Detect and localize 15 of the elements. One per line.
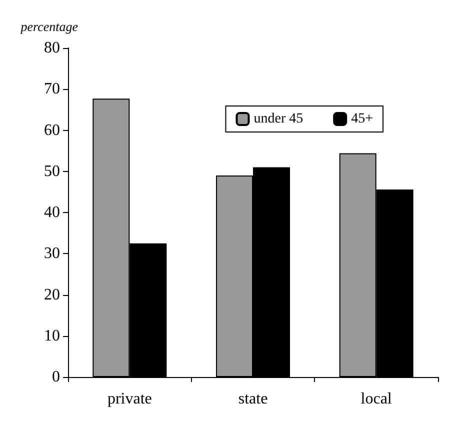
y-tick-label: 20	[44, 286, 60, 304]
x-tick-label: local	[360, 390, 392, 408]
x-tick-label: private	[107, 390, 152, 408]
legend-label: 45+	[351, 112, 374, 126]
y-tick-label: 40	[44, 204, 60, 221]
x-tick-label: state	[238, 390, 268, 408]
y-tick-label: 0	[52, 368, 60, 386]
y-tick-label: 50	[44, 162, 60, 180]
y-tick-label: 80	[44, 40, 60, 56]
y-tick-label: 60	[44, 122, 60, 139]
y-tick-label: 30	[44, 245, 60, 262]
y-axis-title: percentage	[20, 19, 78, 34]
y-tick-label: 70	[44, 80, 60, 98]
legend-label: under 45	[254, 112, 304, 126]
y-tick-label: 10	[44, 327, 60, 344]
